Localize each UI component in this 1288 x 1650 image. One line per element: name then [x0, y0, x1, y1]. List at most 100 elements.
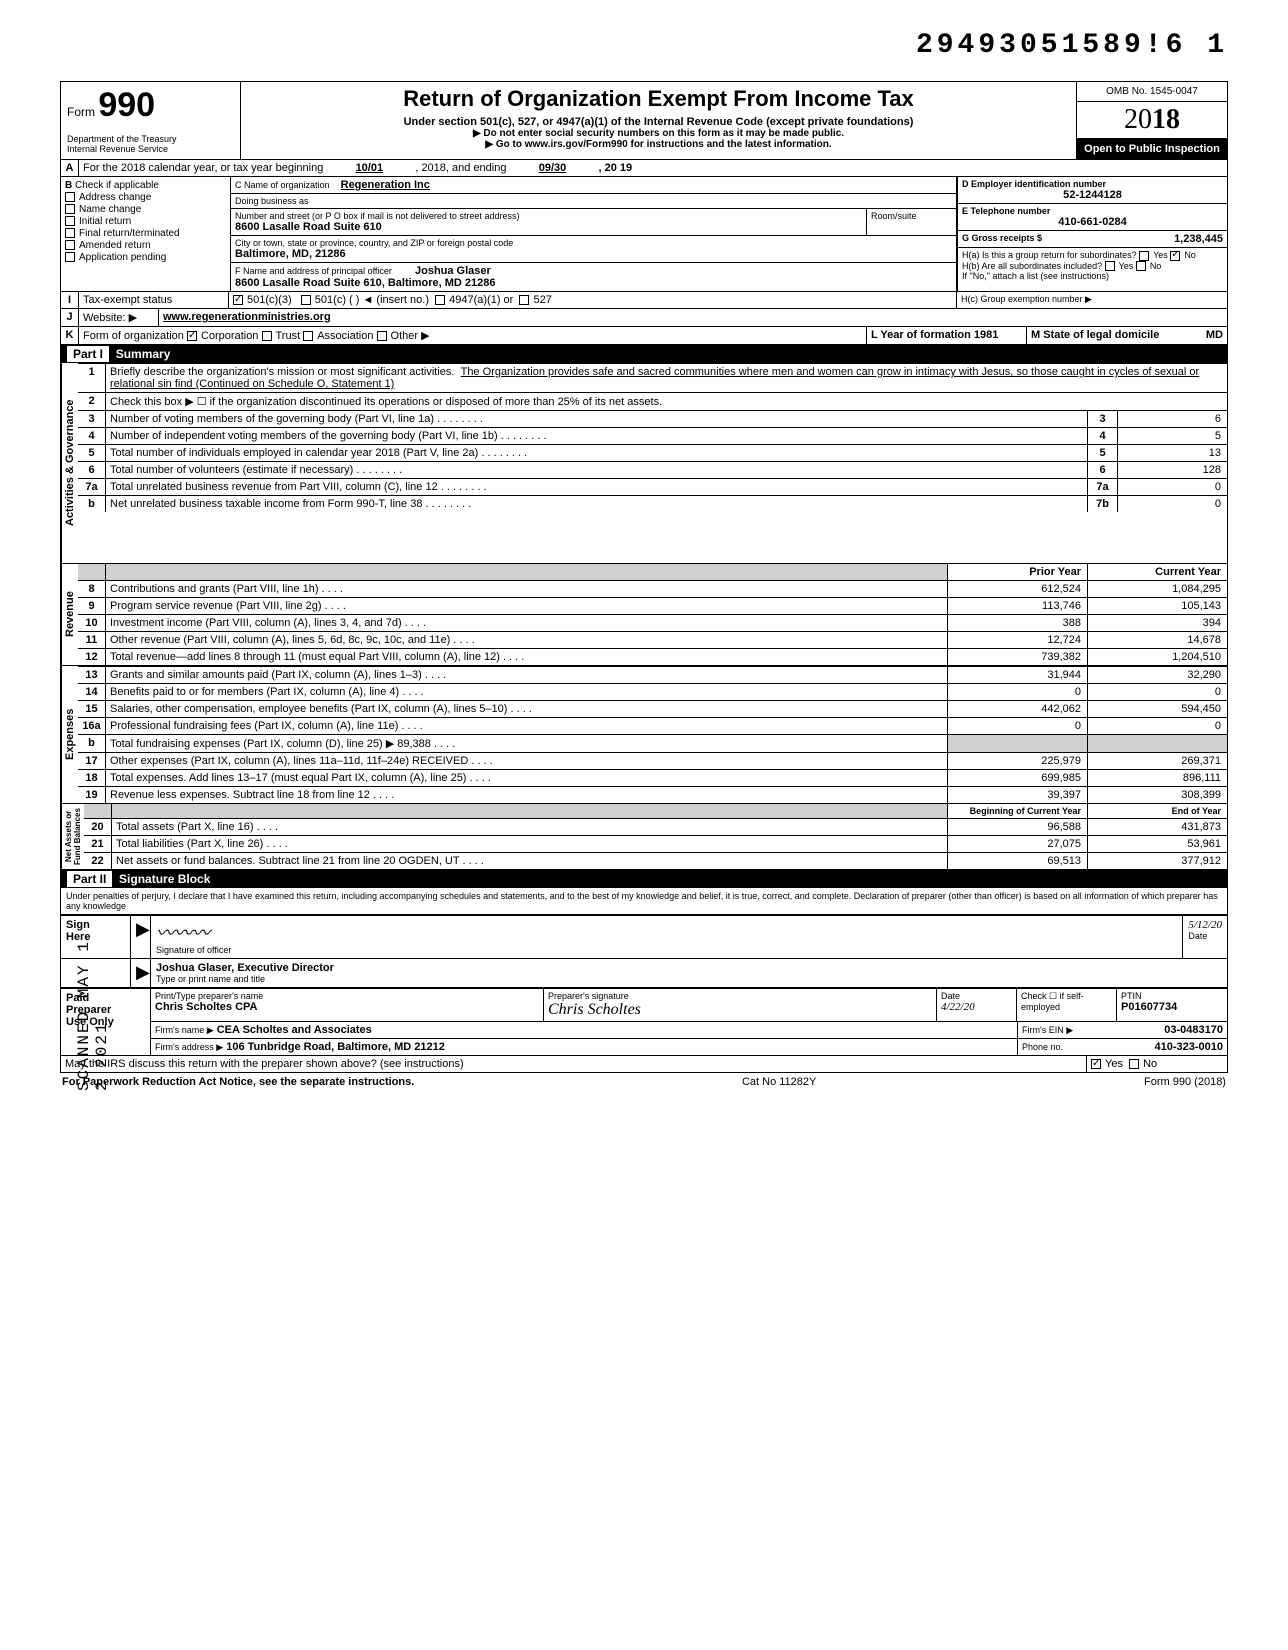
tax-exempt-label: Tax-exempt status [79, 292, 229, 308]
open-inspection: Open to Public Inspection [1077, 139, 1227, 159]
data-row: 22Net assets or fund balances. Subtract … [84, 852, 1227, 869]
preparer-name: Chris Scholtes CPA [155, 1001, 539, 1013]
cb-other[interactable] [377, 331, 387, 341]
other: Other ▶ [391, 330, 430, 342]
label-b: B [65, 180, 72, 191]
firm-phone-label: Phone no. [1022, 1042, 1063, 1052]
h-c: H(c) Group exemption number ▶ [957, 292, 1227, 308]
cb-name-change[interactable]: Name change [65, 204, 226, 215]
assoc: Association [317, 330, 373, 342]
firm-name-label: Firm's name ▶ [155, 1025, 214, 1035]
firm-addr-label: Firm's address ▶ [155, 1042, 223, 1052]
row-j: J Website: ▶ www.regenerationministries.… [60, 309, 1228, 327]
prep-name-label: Print/Type preparer's name [155, 991, 539, 1001]
dln-number: 29493051589!6 1 [60, 30, 1228, 61]
gov-row: 7aTotal unrelated business revenue from … [78, 478, 1227, 495]
part-1-header: Part I Summary [61, 345, 1227, 363]
row-a-text: For the 2018 calendar year, or tax year … [83, 162, 323, 174]
row-i: I Tax-exempt status 501(c)(3) 501(c) ( )… [60, 292, 1228, 309]
street-address: 8600 Lasalle Road Suite 610 [235, 221, 862, 233]
part-1-label: Part I [67, 346, 109, 362]
form-label: Form [67, 105, 95, 119]
website-url: www.regenerationministries.org [159, 309, 1227, 326]
paid-preparer-block: Paid Preparer Use Only Print/Type prepar… [60, 988, 1228, 1056]
line1-label: Briefly describe the organization's miss… [110, 366, 454, 378]
discuss-text: May the IRS discuss this return with the… [61, 1056, 1087, 1072]
omb-number: OMB No. 1545-0047 [1077, 82, 1227, 102]
preparer-date: 4/22/20 [941, 1001, 1012, 1013]
dept-treasury: Department of the Treasury Internal Reve… [67, 135, 234, 155]
officer-address: 8600 Lasalle Road Suite 610, Baltimore, … [235, 277, 952, 289]
ein: 52-1244128 [962, 189, 1223, 201]
h-a: H(a) Is this a group return for subordin… [962, 250, 1223, 261]
prep-date-label: Date [941, 991, 1012, 1001]
corp: Corporation [201, 330, 258, 342]
cb-application-pending[interactable]: Application pending [65, 252, 226, 263]
cb-trust[interactable] [262, 331, 272, 341]
cb-501c[interactable] [301, 295, 311, 305]
self-employed-label: Check ☐ if self-employed [1017, 989, 1117, 1021]
form-id: Form 990 [67, 86, 234, 125]
discuss-yes: Yes [1105, 1058, 1123, 1070]
officer-signature: 〰〰〰 [156, 919, 1177, 945]
gov-row: 5Total number of individuals employed in… [78, 444, 1227, 461]
cb-amended-return[interactable]: Amended return [65, 240, 226, 251]
form-title: Return of Organization Exempt From Incom… [249, 86, 1068, 112]
note-ssn: ▶ Do not enter social security numbers o… [249, 128, 1068, 139]
data-row: 12Total revenue—add lines 8 through 11 (… [78, 648, 1227, 665]
cb-address-change[interactable]: Address change [65, 192, 226, 203]
printed-name-label: Type or print name and title [156, 974, 1222, 984]
col-beginning: Beginning of Current Year [947, 804, 1087, 818]
date-label: Date [1188, 931, 1222, 941]
data-row: 14Benefits paid to or for members (Part … [78, 683, 1227, 700]
data-row: 19Revenue less expenses. Subtract line 1… [78, 786, 1227, 803]
label-m: M State of legal domicile [1031, 329, 1159, 341]
sig-of-officer-label: Signature of officer [156, 945, 1177, 955]
h-b: H(b) Are all subordinates included? Yes … [962, 261, 1223, 272]
part-2-title: Signature Block [119, 872, 210, 886]
cb-discuss-yes[interactable] [1091, 1059, 1101, 1069]
room-label: Room/suite [866, 209, 956, 235]
form-number: 990 [98, 86, 155, 124]
cat-no: Cat No 11282Y [742, 1076, 816, 1088]
cb-assoc[interactable] [303, 331, 313, 341]
label-g: G Gross receipts $ [962, 233, 1042, 245]
data-row: 8Contributions and grants (Part VIII, li… [78, 580, 1227, 597]
org-name: Regeneration Inc [341, 179, 430, 191]
cb-corp[interactable] [187, 331, 197, 341]
data-row: bTotal fundraising expenses (Part IX, co… [78, 734, 1227, 752]
row-a-mid: , 2018, and ending [415, 162, 506, 174]
cb-initial-return[interactable]: Initial return [65, 216, 226, 227]
insert-no: ) ◄ (insert no.) [356, 294, 429, 306]
city-label: City or town, state or province, country… [235, 238, 952, 248]
data-row: 9Program service revenue (Part VIII, lin… [78, 597, 1227, 614]
label-k: K [61, 327, 79, 344]
firm-ein: 03-0483170 [1164, 1024, 1223, 1036]
cb-501c3[interactable] [233, 295, 243, 305]
data-row: 16aProfessional fundraising fees (Part I… [78, 717, 1227, 734]
tax-year-end-year: , 20 19 [598, 162, 632, 174]
dba-label: Doing business as [231, 194, 956, 209]
col-prior-year: Prior Year [947, 564, 1087, 580]
row-a: A For the 2018 calendar year, or tax yea… [60, 160, 1228, 177]
year-bold: 18 [1152, 104, 1180, 135]
cb-4947[interactable] [435, 295, 445, 305]
gross-receipts: 1,238,445 [1174, 233, 1223, 245]
col-end: End of Year [1087, 804, 1227, 818]
data-row: 10Investment income (Part VIII, column (… [78, 614, 1227, 631]
part-2-header: Part II Signature Block [61, 870, 1227, 888]
sign-date: 5/12/20 [1188, 919, 1222, 931]
cb-final-return[interactable]: Final return/terminated [65, 228, 226, 239]
ptin-label: PTIN [1121, 991, 1223, 1001]
footer-row: For Paperwork Reduction Act Notice, see … [60, 1073, 1228, 1091]
label-l: L Year of formation [871, 329, 971, 341]
label-j: J [61, 309, 79, 326]
header-block: B Check if applicable Address change Nam… [60, 177, 1228, 292]
cb-527[interactable] [519, 295, 529, 305]
gov-row: 6Total number of volunteers (estimate if… [78, 461, 1227, 478]
cb-discuss-no[interactable] [1129, 1059, 1139, 1069]
data-row: 11Other revenue (Part VIII, column (A), … [78, 631, 1227, 648]
data-row: 15Salaries, other compensation, employee… [78, 700, 1227, 717]
officer-printed-name: Joshua Glaser, Executive Director [156, 962, 1222, 974]
h-b-note: If "No," attach a list (see instructions… [962, 271, 1223, 281]
